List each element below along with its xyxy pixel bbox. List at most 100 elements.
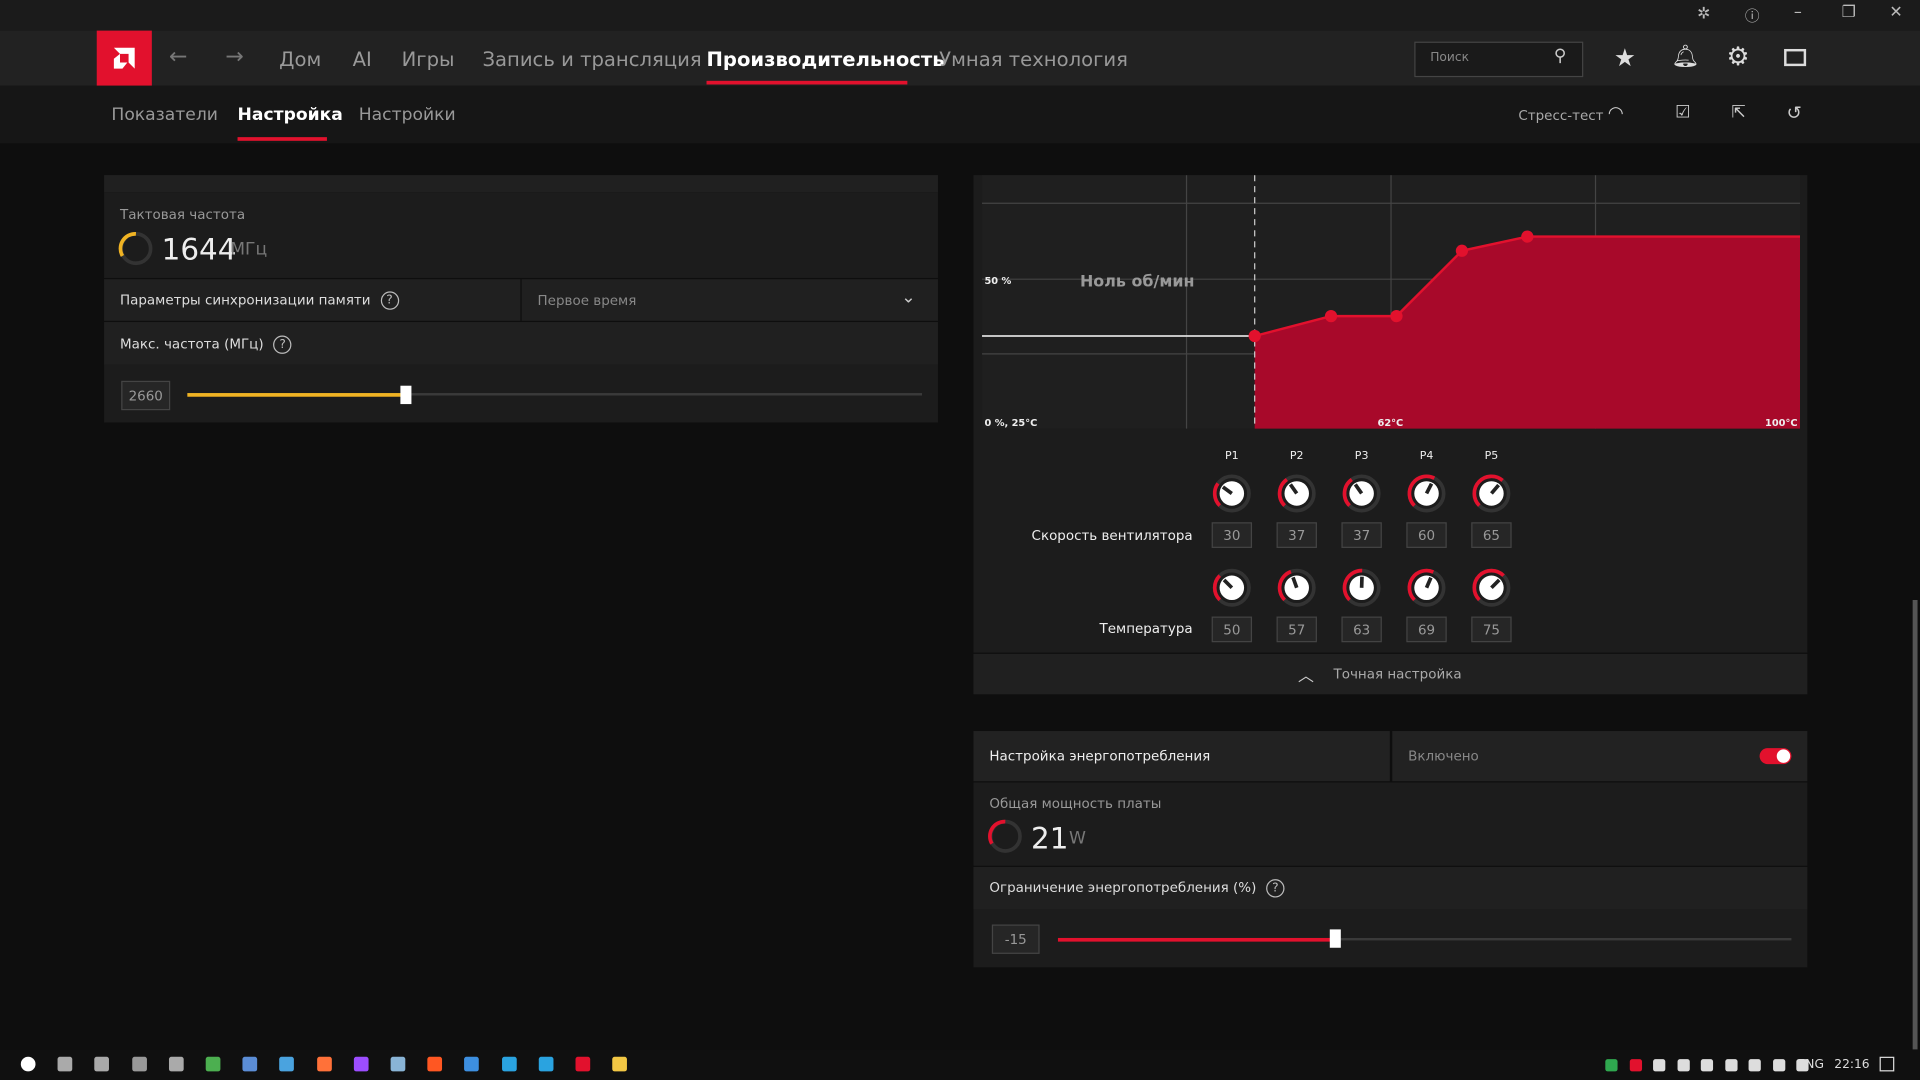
slider-handle[interactable] — [1329, 929, 1341, 948]
value-box — [1276, 522, 1317, 548]
help-icon[interactable]: ? — [380, 291, 399, 310]
fan-speed-label: Скорость вентилятора — [1032, 529, 1193, 544]
taskbar-app-icon[interactable] — [575, 1056, 591, 1072]
settings-button[interactable]: ⚙ — [1726, 41, 1750, 72]
taskbar-app-icon[interactable] — [538, 1056, 554, 1072]
fine-tune-toggle[interactable]: ︿ Точная настройка — [973, 653, 1808, 695]
help-icon[interactable]: ? — [273, 335, 292, 354]
taskbar-app-icon[interactable] — [316, 1056, 332, 1072]
scrollbar[interactable] — [1912, 600, 1918, 1051]
minimize-button[interactable]: – — [1793, 3, 1802, 23]
tray-icon[interactable] — [1796, 1059, 1809, 1072]
power-limit-input[interactable]: -15 — [991, 924, 1040, 954]
stress-test-button[interactable]: ◠ — [1607, 101, 1624, 124]
nav-item[interactable]: Игры — [401, 47, 455, 72]
memory-timing-row: Параметры синхронизации памяти? — [104, 279, 521, 321]
tray-icon[interactable] — [1772, 1059, 1785, 1072]
tray-icon[interactable] — [1605, 1059, 1618, 1072]
nav-item[interactable]: Производительность — [706, 47, 945, 72]
collapse-icon: ︿ — [1297, 667, 1314, 686]
temperature-value: 75 — [1483, 623, 1500, 638]
value-box — [1211, 616, 1253, 643]
amd-logo[interactable] — [96, 30, 152, 86]
slider-track — [187, 393, 923, 396]
clock-row: Тактовая частота 1644 МГц — [104, 192, 938, 278]
taskbar-app-icon[interactable] — [57, 1056, 73, 1072]
export-button[interactable]: ⇱ — [1731, 102, 1746, 123]
fine-tune-label: Точная настройка — [1333, 666, 1462, 683]
collapsed-row — [104, 175, 938, 193]
nav-item[interactable]: Умная технология — [939, 47, 1128, 72]
restore-button[interactable]: ❐ — [1841, 3, 1856, 23]
fan-speed-knob-pointer — [1288, 483, 1299, 495]
tray-icon[interactable] — [1700, 1059, 1714, 1072]
taskbar-app-icon[interactable] — [390, 1056, 406, 1072]
slider-fill — [187, 393, 407, 397]
power-limit-row: Ограничение энергопотребления (%)? — [973, 866, 1808, 910]
close-button[interactable]: ✕ — [1889, 3, 1903, 23]
taskbar-app-icon[interactable] — [464, 1056, 480, 1072]
taskbar-app-icon[interactable] — [131, 1056, 147, 1072]
sub-nav-tab[interactable]: Настройки — [358, 105, 456, 125]
taskbar-app-icon[interactable] — [242, 1056, 258, 1072]
fan-panel: 50 % Ноль об/мин 0 %, 25°C 62°C 100°C Скорост… — [973, 175, 1808, 653]
tray-icon[interactable] — [1653, 1059, 1666, 1072]
curve-point — [1324, 309, 1338, 323]
favorites-button[interactable]: ★ — [1613, 42, 1636, 73]
forward-button[interactable]: → — [225, 44, 244, 70]
nav-item[interactable]: AI — [352, 47, 372, 72]
taskbar-app-icon[interactable] — [501, 1056, 517, 1072]
help-icon[interactable]: ? — [1266, 879, 1285, 898]
zero-rpm-label: Ноль об/мин — [1080, 272, 1194, 291]
clock-unit: МГц — [230, 240, 268, 260]
fan-speed-value: 30 — [1223, 529, 1240, 544]
taskbar-app-icon[interactable] — [279, 1056, 295, 1072]
apply-button[interactable]: ☑ — [1675, 102, 1691, 123]
tray-icon[interactable] — [1676, 1059, 1690, 1072]
x-max-label: 100°C — [1765, 418, 1797, 429]
search-placeholder: Поиск — [1430, 51, 1470, 65]
search-box[interactable]: Поиск ⚲ — [1414, 41, 1584, 78]
board-power-gauge — [988, 819, 1022, 853]
stress-test-label: Стресс-тест — [1518, 107, 1604, 124]
temperature-knob-arc — [1342, 568, 1363, 602]
clock-label: Тактовая частота — [120, 206, 246, 223]
power-tuning-switch[interactable] — [1759, 748, 1792, 765]
nav-item[interactable]: Дом — [279, 47, 322, 72]
temperature-knob-arc — [1212, 574, 1222, 602]
bug-report-button[interactable]: ✲ — [1697, 4, 1711, 24]
slider-handle[interactable] — [400, 385, 412, 405]
sub-nav-bar — [0, 85, 1920, 144]
logo-icon — [113, 47, 135, 69]
taskbar-app-icon[interactable] — [427, 1056, 443, 1072]
back-button[interactable]: ← — [168, 44, 188, 70]
memory-timing-label: Параметры синхронизации памяти? — [120, 291, 399, 310]
max-freq-input[interactable]: 2660 — [121, 380, 171, 411]
tray-icon[interactable] — [1629, 1059, 1642, 1072]
point-label: P2 — [1290, 449, 1304, 462]
help-button[interactable]: ⓘ — [1744, 7, 1760, 25]
taskbar-app-icon[interactable] — [94, 1056, 110, 1072]
taskbar-app-icon[interactable] — [20, 1056, 36, 1072]
sidebar-button[interactable] — [1784, 48, 1807, 67]
notification-button[interactable] — [1879, 1056, 1895, 1072]
knob-face — [1284, 575, 1309, 600]
taskbar-app-icon[interactable] — [612, 1056, 628, 1072]
nav-item[interactable]: Запись и трансляция — [482, 47, 702, 72]
tray-icon[interactable] — [1748, 1059, 1761, 1072]
sub-nav-tab[interactable]: Настройка — [237, 105, 343, 125]
fan-speed-knob-arc — [1277, 477, 1289, 507]
taskbar-app-icon[interactable] — [205, 1056, 221, 1072]
clock[interactable]: 22:16 — [1834, 1057, 1870, 1072]
memory-timing-dropdown[interactable]: Первое время ⌄ — [521, 279, 938, 321]
value-box — [1276, 616, 1317, 643]
temperature-knob-arc — [1277, 569, 1292, 602]
taskbar-app-icon[interactable] — [168, 1056, 184, 1072]
reset-button[interactable]: ↺ — [1786, 101, 1802, 124]
sub-nav-tab[interactable]: Показатели — [111, 105, 218, 125]
taskbar-app-icon[interactable] — [353, 1056, 369, 1072]
notifications-button[interactable]: 🔔︎ — [1671, 44, 1700, 70]
tray-icon[interactable] — [1724, 1059, 1737, 1072]
